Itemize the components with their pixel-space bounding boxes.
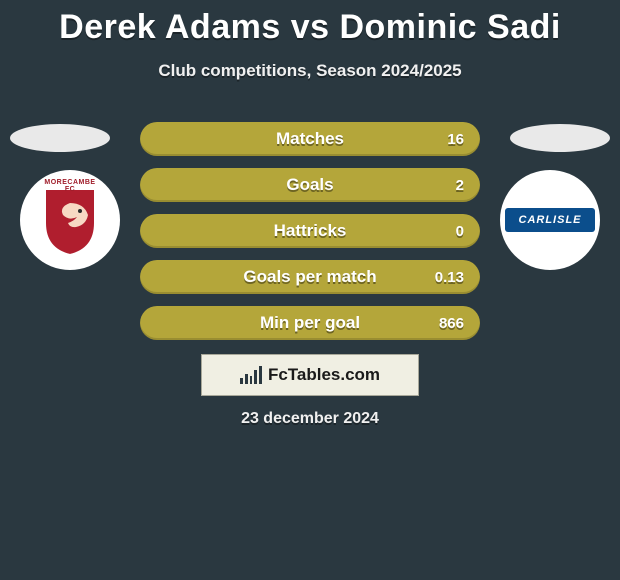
site-name: FcTables.com	[268, 365, 380, 385]
carlisle-logo: CARLISLE	[505, 208, 595, 232]
club-badge-right: CARLISLE	[500, 170, 600, 270]
stat-label: Min per goal	[260, 313, 360, 333]
player-photo-left	[10, 124, 110, 152]
bars-icon	[240, 366, 262, 384]
date-line: 23 december 2024	[0, 410, 620, 428]
stat-row-gpm: Goals per match 0.13	[140, 260, 480, 294]
player-photo-right	[510, 124, 610, 152]
club-badge-left: MORECAMBE FC	[20, 170, 120, 270]
morecambe-shield-icon: MORECAMBE FC	[40, 183, 100, 257]
stat-value: 0	[456, 223, 464, 240]
stat-label: Goals	[286, 175, 333, 195]
club-ring-text: MORECAMBE FC	[40, 179, 100, 193]
stat-label: Hattricks	[274, 221, 347, 241]
stat-value: 866	[439, 315, 464, 332]
stat-value: 0.13	[435, 269, 464, 286]
stat-row-hattricks: Hattricks 0	[140, 214, 480, 248]
stat-row-goals: Goals 2	[140, 168, 480, 202]
stat-value: 16	[447, 131, 464, 148]
stats-container: Matches 16 Goals 2 Hattricks 0 Goals per…	[140, 122, 480, 352]
page-subtitle: Club competitions, Season 2024/2025	[0, 61, 620, 81]
stat-row-mpg: Min per goal 866	[140, 306, 480, 340]
stat-label: Matches	[276, 129, 344, 149]
page-title: Derek Adams vs Dominic Sadi	[0, 0, 620, 47]
stat-row-matches: Matches 16	[140, 122, 480, 156]
attribution-box: FcTables.com	[201, 354, 419, 396]
stat-label: Goals per match	[243, 267, 376, 287]
stat-value: 2	[456, 177, 464, 194]
